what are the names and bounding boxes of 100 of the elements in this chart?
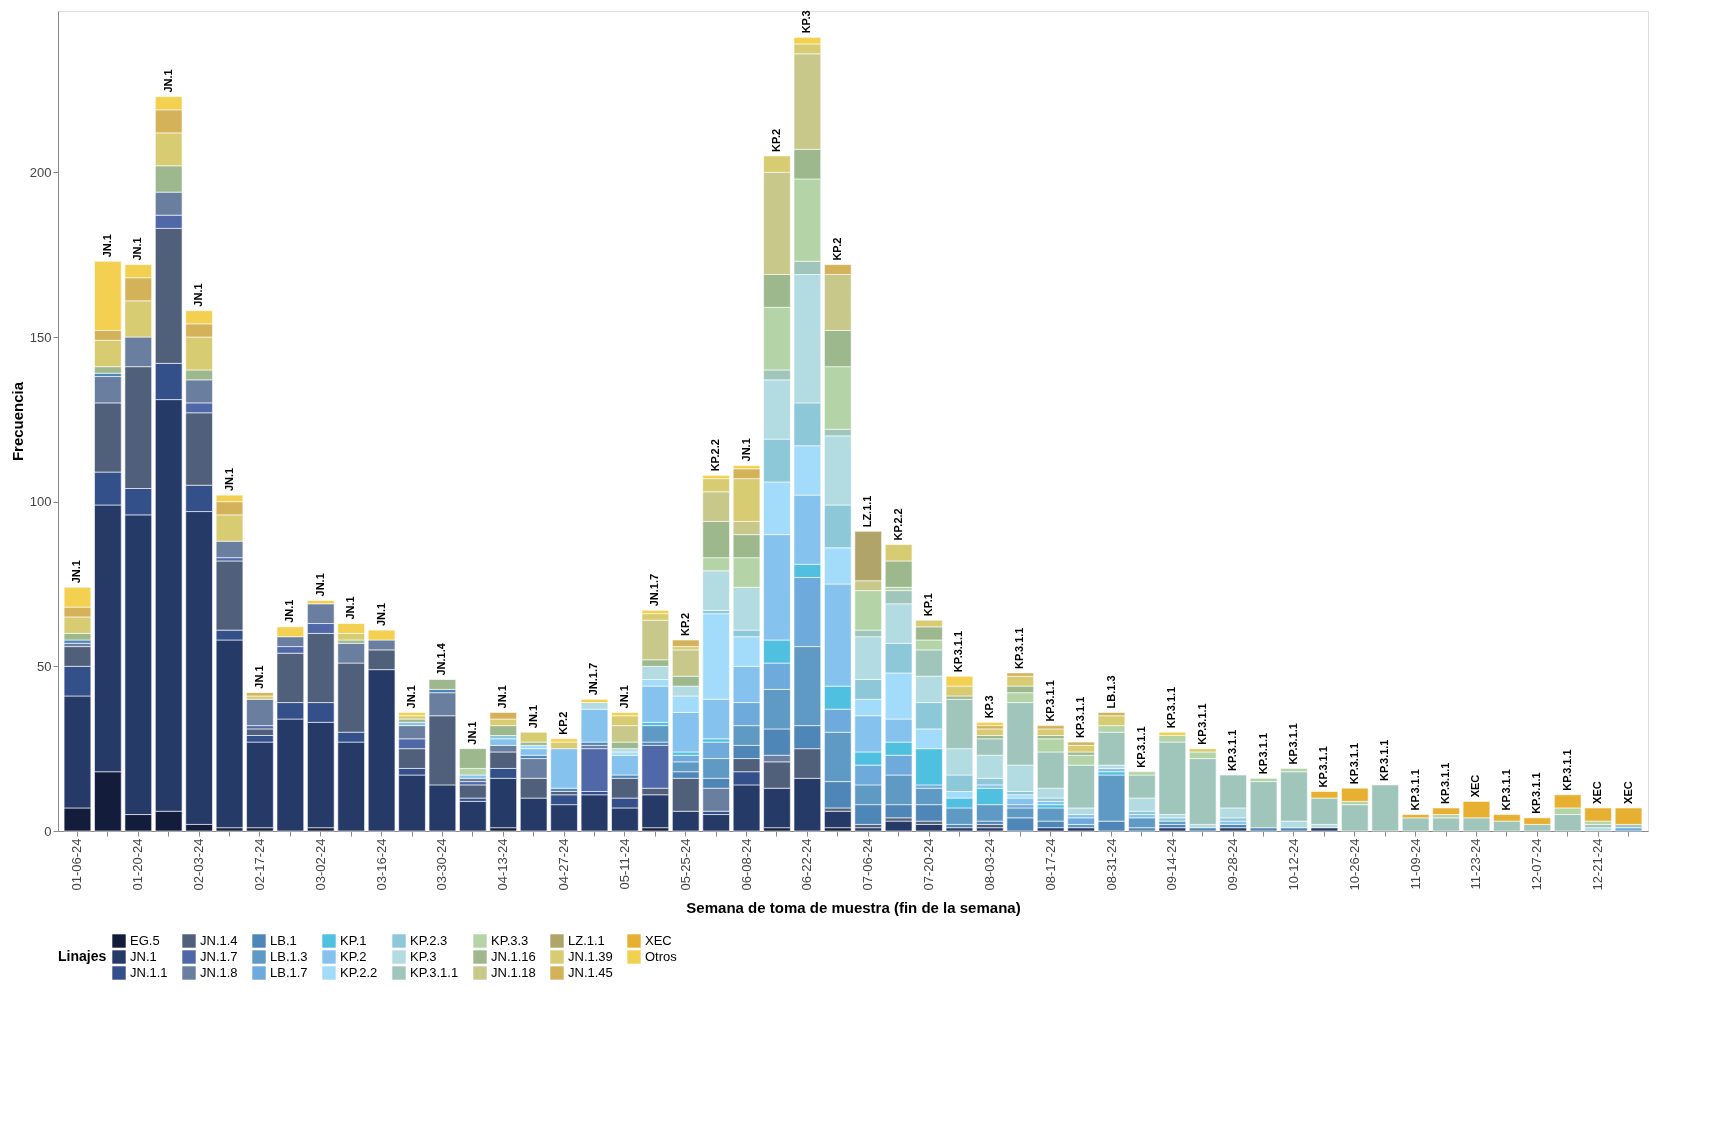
legend-label: KP.2.2 [340, 965, 378, 980]
legend-label: JN.1.16 [491, 949, 536, 964]
bar [1249, 781, 1278, 829]
legend-label: XEC [645, 933, 672, 948]
bar [945, 827, 974, 832]
legend-label: KP.3.1.1 [410, 965, 459, 980]
annotation: KP.3.1.1 [1439, 762, 1452, 804]
legend-label: KP.3.3 [491, 933, 529, 948]
x-tick-label: 04-27-24 [556, 838, 572, 891]
x-tick-label: 06-22-24 [799, 838, 815, 891]
x-tick-label: 06-08-24 [738, 838, 754, 891]
x-tick-label: 03-02-24 [312, 838, 328, 891]
bar [611, 754, 639, 776]
annotation: JN.1 [465, 721, 478, 745]
annotation: KP.3.1.1 [1378, 739, 1391, 781]
legend-label: JN.1.4 [200, 933, 238, 948]
legend-label: LZ.1.1 [568, 933, 605, 948]
bar [641, 725, 669, 743]
bar [1401, 817, 1430, 832]
x-tick-label: 08-17-24 [1042, 838, 1058, 891]
bar [580, 748, 609, 792]
annotation: KP.3.1.1 [1134, 726, 1147, 768]
bar [459, 801, 487, 832]
annotation: KP.2.2 [709, 439, 722, 472]
annotation: KP.3.1.1 [1499, 769, 1512, 811]
annotation: LZ.1.1 [861, 495, 874, 528]
legend-label: JN.1.8 [200, 965, 238, 980]
bar [1067, 817, 1095, 825]
bar [1584, 807, 1612, 822]
legend-label: LB.1.7 [270, 965, 308, 980]
annotation: XEC [1469, 774, 1482, 798]
annotation: KP.3.1.1 [1074, 696, 1087, 739]
x-tick-label: 08-31-24 [1103, 838, 1119, 891]
annotation: KP.3.1.1 [1013, 627, 1026, 669]
x-tick-label: 01-06-24 [69, 838, 85, 891]
bar [884, 820, 913, 832]
annotation: KP.3.1.1 [952, 630, 965, 673]
annotation: JN.1 [70, 560, 83, 584]
legend-label: LB.1 [270, 933, 297, 948]
x-tick-label: 12-07-24 [1529, 838, 1545, 891]
annotation: JN.1 [161, 69, 174, 93]
annotation: JN.1.7 [648, 573, 661, 607]
x-tick-label: 03-30-24 [434, 838, 450, 891]
bar [702, 814, 730, 832]
y-axis-title: Frecuencia [8, 381, 26, 462]
legend-label: LB.1.3 [270, 949, 308, 964]
x-tick-label: 05-25-24 [677, 838, 693, 891]
bar [1128, 817, 1156, 829]
bar [1310, 827, 1339, 832]
bar [1614, 807, 1643, 825]
x-axis-title: Semana de toma de muestra (fin de la semana) [686, 898, 1021, 916]
legend-label: EG.5 [130, 933, 160, 948]
x-tick-label: 04-13-24 [495, 838, 511, 891]
annotation: LB.1.3 [1104, 675, 1117, 709]
annotation: JN.1 [496, 685, 509, 709]
annotation: JN.1 [405, 685, 418, 709]
bar [1189, 827, 1217, 832]
bar [1341, 804, 1369, 832]
bar [672, 639, 700, 647]
bar [1584, 827, 1612, 832]
annotation: KP.3.1.1 [1530, 772, 1543, 814]
y-tick-label: 50 [37, 658, 52, 674]
y-tick-label: 0 [44, 823, 52, 839]
annotation: KP.3.1.1 [1043, 680, 1056, 722]
annotation: KP.1 [922, 593, 935, 617]
legend-label: JN.1.1 [130, 965, 168, 980]
bar [976, 827, 1004, 832]
annotation: JN.1 [374, 602, 387, 627]
annotation: JN.1 [100, 234, 113, 258]
annotation: JN.1 [526, 704, 539, 729]
annotation: KP.2 [678, 612, 691, 636]
annotation: JN.1 [222, 467, 235, 492]
annotation: KP.2 [830, 237, 843, 261]
legend-label: JN.1.7 [200, 949, 238, 964]
x-tick-label: 02-03-24 [191, 838, 207, 891]
bar [1432, 817, 1460, 832]
bar [519, 748, 548, 756]
bar [854, 827, 882, 832]
x-tick-label: 08-03-24 [981, 838, 997, 891]
annotation: XEC [1591, 781, 1604, 804]
legend-label: Otros [645, 949, 678, 964]
x-tick-label: 09-14-24 [1164, 838, 1180, 891]
bar [519, 731, 548, 743]
annotation: KP.2 [769, 128, 782, 152]
legend-label: JN.1.18 [491, 965, 536, 980]
bar [1432, 807, 1460, 815]
bar [1067, 827, 1095, 832]
bar [428, 679, 457, 690]
annotation: KP.3 [800, 10, 813, 34]
bar [976, 722, 1004, 726]
x-tick-label: 10-26-24 [1346, 838, 1362, 891]
legend-label: KP.1 [340, 933, 367, 948]
bar [1158, 827, 1187, 832]
annotation: JN.1 [739, 438, 752, 462]
bar [246, 698, 274, 726]
x-tick-label: 07-20-24 [921, 838, 937, 891]
annotation: JN.1 [192, 283, 205, 307]
annotation: JN.1 [617, 685, 630, 709]
annotation: JN.1 [313, 573, 326, 597]
annotation: KP.3.1.1 [1195, 703, 1208, 745]
